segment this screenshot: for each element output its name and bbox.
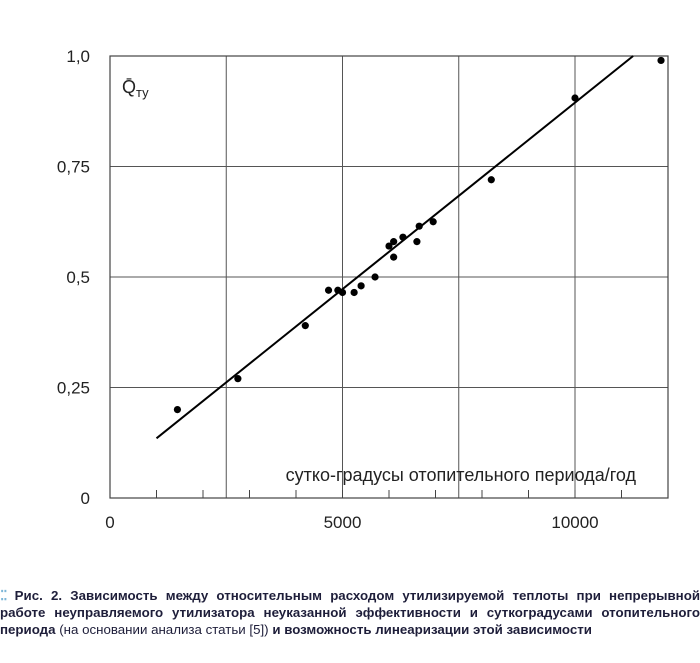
data-point <box>415 222 423 230</box>
data-point <box>390 238 398 246</box>
data-point <box>234 375 242 383</box>
y-tick-label: 1,0 <box>66 47 90 66</box>
caption-title: Зависимость между относительным расходом… <box>0 588 700 637</box>
data-point <box>413 238 421 246</box>
grid <box>110 55 668 498</box>
y-tick-labels: 0 0,25 0,5 0,75 1,0 <box>57 47 90 508</box>
x-axis-label: сутко-градусы отопительного периода/год <box>286 465 637 485</box>
x-tick-label: 5000 <box>324 513 362 532</box>
data-point <box>390 253 398 261</box>
plot-frame <box>109 55 669 499</box>
caption-title-end: и возможность линеаризации этой зависимо… <box>272 622 592 637</box>
data-point <box>173 406 182 414</box>
x-tick-label: 0 <box>105 513 114 532</box>
data-point <box>429 218 437 226</box>
data-point <box>385 242 393 250</box>
figure-label: Рис. 2. <box>14 588 63 603</box>
data-point <box>324 286 333 294</box>
y-tick-label: 0,25 <box>57 379 90 398</box>
trend-line <box>155 55 634 440</box>
data-point <box>487 176 495 184</box>
data-point <box>371 273 379 281</box>
y-axis-label: Q̄ту <box>122 77 149 100</box>
y-tick-label: 0 <box>81 489 90 508</box>
data-point <box>571 94 579 102</box>
data-points <box>173 56 665 414</box>
y-tick-label: 0,5 <box>66 268 90 287</box>
y-tick-label: 0,75 <box>57 158 90 177</box>
x-tick-label: 10000 <box>551 513 598 532</box>
data-point <box>301 322 309 330</box>
figure-caption: ⁚⁚ Рис. 2. Зависимость между относительн… <box>0 587 700 638</box>
chart: 0 5000 10000 0 0,25 0,5 0,75 1,0 Q̄ту сутко-гр… <box>57 47 669 532</box>
x-tick-labels: 0 5000 10000 <box>105 513 598 532</box>
data-point <box>338 288 347 297</box>
trend-line-group <box>155 55 634 440</box>
data-point <box>350 288 358 297</box>
data-point <box>357 282 365 290</box>
data-point <box>399 233 407 241</box>
bullet-dots-icon: ⁚⁚ <box>0 588 8 603</box>
caption-note: (на основании анализа статьи [5]) <box>59 622 269 637</box>
data-point <box>657 56 665 65</box>
